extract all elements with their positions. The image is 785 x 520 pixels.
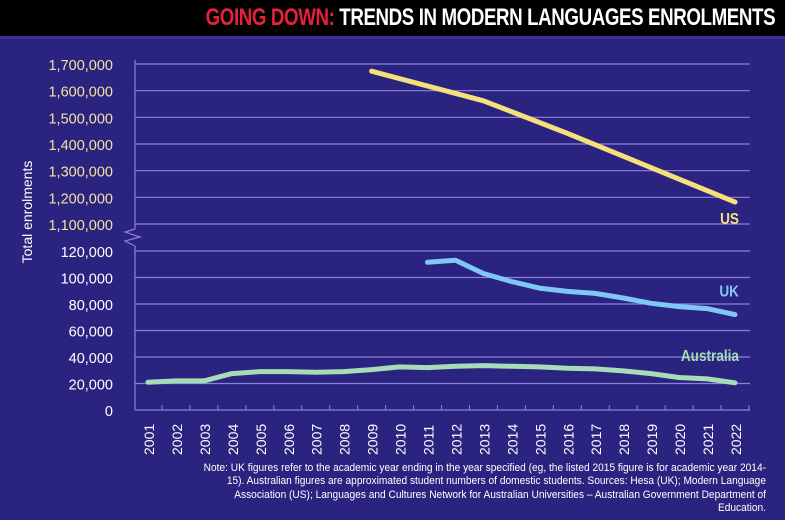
chart-title-lead: GOING DOWN: [205,4,335,31]
series-label-australia: Australia [681,348,740,365]
chart-title: GOING DOWN: TRENDS IN MODERN LANGUAGES E… [205,4,775,32]
x-tick-label: 2017 [588,424,604,455]
gridlines [135,63,750,385]
x-tick-label: 2006 [281,424,297,455]
x-tick-label: 2020 [672,424,688,455]
x-tick-label: 2018 [616,424,632,455]
y-axis-label: Total enrolments [19,161,35,264]
x-tick-label: 2011 [421,425,437,455]
x-tick-label: 2022 [728,424,744,455]
series-line-us [369,68,738,205]
x-tick-label: 2004 [225,424,241,455]
x-tick-label: 2008 [337,424,353,455]
series-label-us: US [720,211,739,228]
axis-break-icon [123,228,143,247]
x-tick-labels: 2001 2002 2003 2004 2005 2006 2007 2008 2009 2010… [141,424,744,455]
y-tick-label: 1,100,000 [48,218,113,234]
axes [123,60,750,411]
footnote-text: Note: UK figures refer to the academic y… [203,462,766,515]
y-tick-label: 0 [105,404,113,420]
chart-title-rest: TRENDS IN MODERN LANGUAGES ENROLMENTS [334,4,775,31]
x-tick-label: 2009 [365,424,381,455]
x-tick-label: 2005 [253,424,269,455]
y-tick-label: 1,300,000 [48,165,113,181]
x-tick-label: 2002 [169,424,185,455]
series-line-uk [425,257,738,318]
series-line-australia [145,363,738,386]
y-tick-label: 1,600,000 [48,85,113,101]
x-tick-label: 2013 [476,424,492,455]
y-tick-label: 60,000 [69,325,113,341]
series-labels: US UK Australia [681,211,740,365]
y-tick-label: 100,000 [61,272,113,288]
x-tick-label: 2001 [141,424,157,455]
y-tick-labels: 1,100,000 1,200,000 1,300,000 1,400,000 1,50… [48,58,113,420]
x-tick-label: 2010 [393,424,409,455]
y-tick-label: 80,000 [69,298,113,314]
y-tick-label: 120,000 [61,245,113,261]
y-tick-label: 1,700,000 [48,58,113,74]
x-tick-label: 2012 [448,424,464,455]
x-tick-label: 2007 [309,424,325,455]
y-tick-label: 1,500,000 [48,111,113,127]
footnote: Note: UK figures refer to the academic y… [204,462,766,516]
series-lines [145,68,738,386]
x-tick-label: 2016 [560,424,576,455]
x-tick-label: 2003 [197,424,213,455]
x-tick-label: 2019 [644,424,660,455]
y-tick-label: 40,000 [69,351,113,367]
x-tick-label: 2015 [532,424,548,455]
y-tick-label: 1,400,000 [48,138,113,154]
y-tick-label: 1,200,000 [48,191,113,207]
series-label-uk: UK [719,284,739,301]
x-tick-label: 2021 [700,424,716,455]
header-bar: GOING DOWN: TRENDS IN MODERN LANGUAGES E… [0,0,785,39]
y-tick-label: 20,000 [69,378,113,394]
x-tick-label: 2014 [504,424,520,455]
